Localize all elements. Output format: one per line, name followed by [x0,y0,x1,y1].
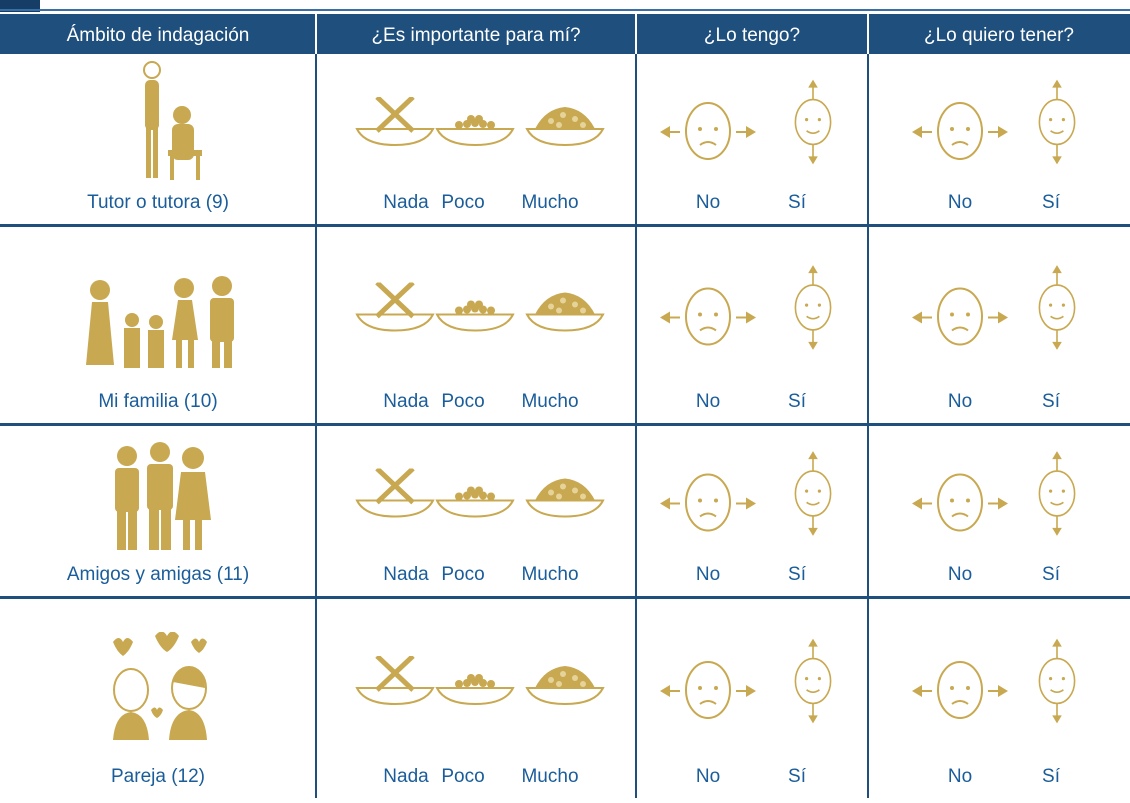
icon [911,473,1009,532]
icon [526,499,604,518]
row-label: Pareja (12) [111,766,205,787]
header-bar [0,14,1130,54]
icon [794,264,832,351]
row-label: Amigos y amigas (11) [67,564,249,585]
icon [526,128,604,146]
column-header: ¿Es importante para mí? [371,25,580,46]
importance-label: Nada [383,766,429,787]
want-no: No [948,766,972,787]
icon [356,499,434,518]
header-separator [315,14,317,54]
icon [356,687,434,705]
icon [115,442,211,550]
have-yes: Sí [788,766,807,787]
row-label: Mi familia (10) [98,391,217,412]
icon [794,450,832,537]
have-yes: Sí [788,391,807,412]
importance-label: Nada [383,391,429,412]
icon [911,102,1009,160]
importance-label: Nada [383,564,429,585]
header-separator [635,14,637,54]
header-separator [867,14,869,54]
row-rule [0,224,1130,227]
icon [659,473,757,532]
want-no: No [948,391,972,412]
have-yes: Sí [788,564,807,585]
importance-label: Poco [441,564,484,585]
icon [911,287,1009,346]
icon [436,128,514,146]
icon [356,128,434,146]
icon [455,674,495,688]
icon [526,313,604,332]
icon [1038,450,1076,537]
importance-label: Poco [441,192,484,213]
have-no: No [696,391,720,412]
icon [794,637,832,725]
icon [377,283,413,317]
icon [455,300,495,315]
icon [1038,637,1076,725]
importance-label: Poco [441,766,484,787]
have-no: No [696,192,720,213]
icon [535,478,595,501]
importance-label: Mucho [521,391,578,412]
icon [86,276,234,368]
row-label: Tutor o tutora (9) [87,192,229,213]
row-rule [0,423,1130,426]
want-no: No [948,192,972,213]
have-yes: Sí [788,192,807,213]
importance-label: Mucho [521,192,578,213]
column-header: ¿Lo tengo? [704,25,800,46]
row-rule [0,596,1130,599]
icon [436,687,514,705]
want-yes: Sí [1042,564,1061,585]
icon [659,102,757,160]
icon [377,97,413,131]
column-header: Ámbito de indagación [67,25,250,46]
column-header: ¿Lo quiero tener? [924,25,1074,46]
icon [455,486,495,501]
icon [526,687,604,705]
icon [535,292,595,315]
want-no: No [948,564,972,585]
icon [794,78,832,166]
icon [112,632,208,741]
icon [377,469,413,503]
importance-label: Poco [441,391,484,412]
icon [436,499,514,518]
want-yes: Sí [1042,766,1061,787]
top-rule [0,9,1130,11]
icon [436,313,514,332]
have-no: No [696,564,720,585]
importance-label: Mucho [521,564,578,585]
want-yes: Sí [1042,192,1061,213]
icon [356,313,434,332]
icon [659,287,757,346]
icon [911,661,1009,719]
icon [455,115,495,129]
icon [143,61,203,181]
icon [377,656,413,690]
icon [535,107,595,129]
have-no: No [696,766,720,787]
icon [1038,264,1076,351]
importance-label: Nada [383,192,429,213]
want-yes: Sí [1042,391,1061,412]
icon [1038,78,1076,166]
icon [659,661,757,719]
icon [535,666,595,688]
importance-label: Mucho [521,766,578,787]
